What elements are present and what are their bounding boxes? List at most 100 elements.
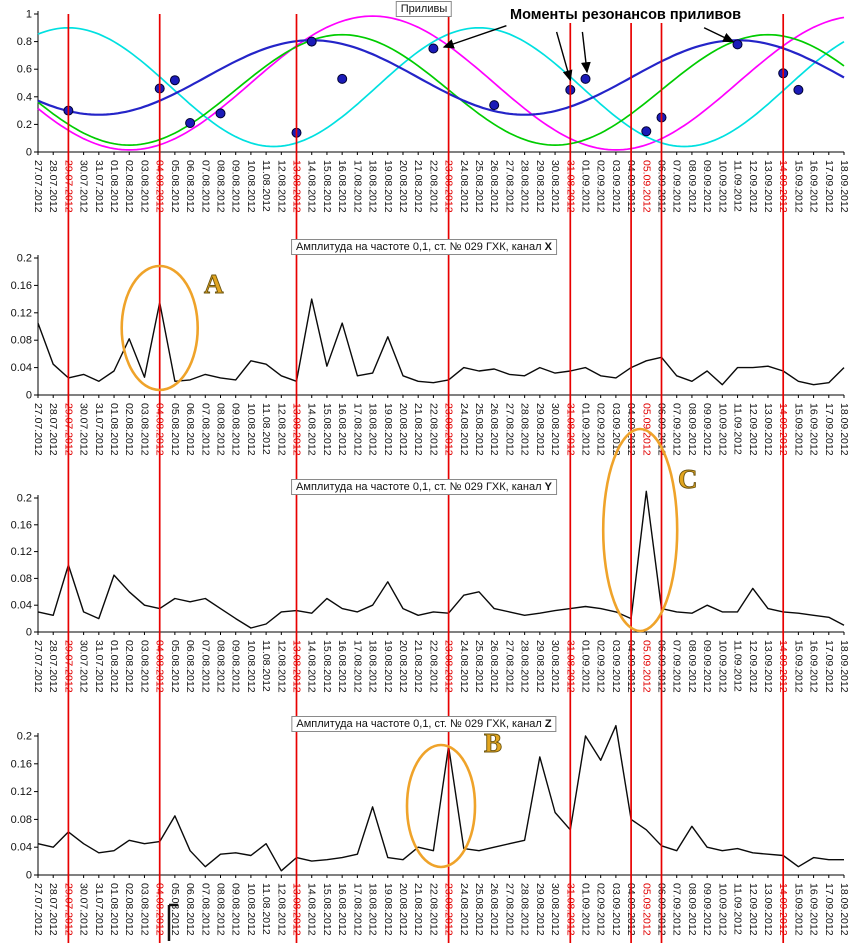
channel-x-title-text: Амплитуда на частоте 0,1, ст. № 029 ГХК,… xyxy=(296,241,545,253)
x-tick-label: 06.08.2012 xyxy=(184,640,196,693)
x-tick-label: 27.08.2012 xyxy=(503,640,515,693)
x-tick-label: 05.08.2012 xyxy=(169,640,181,693)
x-tick-label: 13.09.2012 xyxy=(762,883,774,936)
x-tick-label: 07.08.2012 xyxy=(199,640,211,693)
x-tick-label: 11.09.2012 xyxy=(732,883,744,935)
x-tick-label: 09.09.2012 xyxy=(701,883,713,936)
x-tick-label: 16.08.2012 xyxy=(336,640,348,693)
x-tick-label: 22.08.2012 xyxy=(427,160,439,213)
y-tick-label: 0.16 xyxy=(11,758,32,770)
x-tick-label: 09.08.2012 xyxy=(230,883,242,936)
x-tick-label: 28.08.2012 xyxy=(519,403,531,456)
resonance-annotation-label: Моменты резонансов приливов xyxy=(508,7,744,23)
x-tick-label: 21.08.2012 xyxy=(412,883,424,936)
x-tick-label: 14.08.2012 xyxy=(306,160,318,213)
y-tick-label: 0.04 xyxy=(11,362,32,374)
x-tick-label: 30.08.2012 xyxy=(549,403,561,456)
x-tick-label: 01.08.2012 xyxy=(108,883,120,936)
y-tick-label: 0.08 xyxy=(11,814,32,826)
resonance-dot xyxy=(306,36,317,47)
x-tick-label: 05.08.2012 xyxy=(169,160,181,213)
x-tick-label: 16.09.2012 xyxy=(808,160,820,213)
x-tick-label: 14.08.2012 xyxy=(306,883,318,936)
x-tick-label: 22.08.2012 xyxy=(427,640,439,693)
x-tick-label: 25.08.2012 xyxy=(473,403,485,456)
resonance-dot xyxy=(337,73,348,84)
x-tick-label: 24.08.2012 xyxy=(458,640,470,693)
x-tick-label: 25.08.2012 xyxy=(473,640,485,693)
x-tick-label: 28.07.2012 xyxy=(47,883,59,936)
x-tick-label: 09.08.2012 xyxy=(230,640,242,693)
x-tick-label: 15.09.2012 xyxy=(792,883,804,936)
x-tick-label: 27.08.2012 xyxy=(503,160,515,213)
x-tick-label: 01.08.2012 xyxy=(108,160,120,213)
x-tick-label: 22.08.2012 xyxy=(427,883,439,936)
x-tick-label: 09.09.2012 xyxy=(701,640,713,693)
resonance-dot xyxy=(215,108,226,119)
x-tick-label: 03.09.2012 xyxy=(610,403,622,456)
y-tick-label: 0.12 xyxy=(11,546,32,558)
x-tick-label: 29.08.2012 xyxy=(534,640,546,693)
x-tick-label: 10.08.2012 xyxy=(245,883,257,936)
x-tick-label: 03.09.2012 xyxy=(610,640,622,693)
x-tick-label: 31.07.2012 xyxy=(93,640,105,693)
x-tick-label: 05.09.2012 xyxy=(640,160,652,213)
y-tick-label: 0 xyxy=(26,627,32,639)
x-tick-label: 11.09.2012 xyxy=(732,160,744,212)
x-tick-label: 02.09.2012 xyxy=(595,640,607,693)
x-tick-label: 28.08.2012 xyxy=(519,883,531,936)
x-tick-label: 15.08.2012 xyxy=(321,883,333,936)
y-tick-label: 0 xyxy=(26,147,32,159)
x-tick-label: 31.07.2012 xyxy=(93,160,105,213)
x-tick-label: 09.09.2012 xyxy=(701,160,713,213)
tide-cyan xyxy=(37,26,845,148)
x-tick-label: 08.09.2012 xyxy=(686,640,698,693)
x-tick-label: 01.09.2012 xyxy=(579,883,591,936)
x-tick-label: 11.08.2012 xyxy=(260,160,272,212)
x-tick-label: 10.09.2012 xyxy=(716,640,728,693)
x-tick-label: 21.08.2012 xyxy=(412,160,424,213)
y-tick-label: 0.8 xyxy=(17,36,32,48)
x-tick-label: 26.08.2012 xyxy=(488,160,500,213)
x-tick-label: 17.09.2012 xyxy=(823,160,835,213)
x-tick-label: 05.09.2012 xyxy=(640,403,652,456)
x-tick-label: 01.08.2012 xyxy=(108,403,120,456)
x-tick-label: 11.09.2012 xyxy=(732,403,744,455)
x-tick-label: 17.08.2012 xyxy=(351,883,363,936)
x-tick-label: 18.08.2012 xyxy=(367,160,379,213)
x-tick-label: 29.08.2012 xyxy=(534,883,546,936)
x-tick-label: 01.08.2012 xyxy=(108,640,120,693)
resonance-dot xyxy=(489,100,500,111)
x-tick-label: 19.08.2012 xyxy=(382,403,394,456)
x-tick-label: 01.09.2012 xyxy=(579,160,591,213)
x-tick-label: 01.09.2012 xyxy=(579,640,591,693)
x-tick-label: 30.08.2012 xyxy=(549,640,561,693)
x-tick-label: 10.08.2012 xyxy=(245,403,257,456)
x-tick-label: 20.08.2012 xyxy=(397,160,409,213)
x-tick-label: 11.09.2012 xyxy=(732,640,744,692)
x-tick-label: 17.08.2012 xyxy=(351,403,363,456)
x-tick-label: 02.08.2012 xyxy=(123,403,135,456)
x-tick-label: 25.08.2012 xyxy=(473,160,485,213)
x-tick-label: 16.08.2012 xyxy=(336,160,348,213)
resonance-dot xyxy=(732,39,743,50)
amplitude-line xyxy=(37,490,845,629)
channel-z-title: Амплитуда на частоте 0,1, ст. № 029 ГХК,… xyxy=(291,716,557,732)
x-tick-label: 24.08.2012 xyxy=(458,160,470,213)
x-tick-label: 18.09.2012 xyxy=(838,403,848,456)
y-tick-label: 0.2 xyxy=(17,731,32,743)
x-tick-label: 17.09.2012 xyxy=(823,883,835,936)
x-tick-label: 24.08.2012 xyxy=(458,403,470,456)
x-tick-label: 18.08.2012 xyxy=(367,883,379,936)
y-tick-label: 0.2 xyxy=(17,493,32,505)
x-tick-label: 01.09.2012 xyxy=(579,403,591,456)
x-tick-label: 08.09.2012 xyxy=(686,403,698,456)
y-tick-label: 0.04 xyxy=(11,842,32,854)
channel-z-chart: 0 0.04 0.08 0.12 0.16 0.2 27.07.2012 28.07.2012… xyxy=(11,718,848,943)
x-tick-label: 15.08.2012 xyxy=(321,403,333,456)
x-tick-label: 18.09.2012 xyxy=(838,883,848,936)
x-tick-label: 25.08.2012 xyxy=(473,883,485,936)
x-tick-label: 14.08.2012 xyxy=(306,403,318,456)
x-tick-label: 02.08.2012 xyxy=(123,883,135,936)
y-tick-label: 0.12 xyxy=(11,786,32,798)
